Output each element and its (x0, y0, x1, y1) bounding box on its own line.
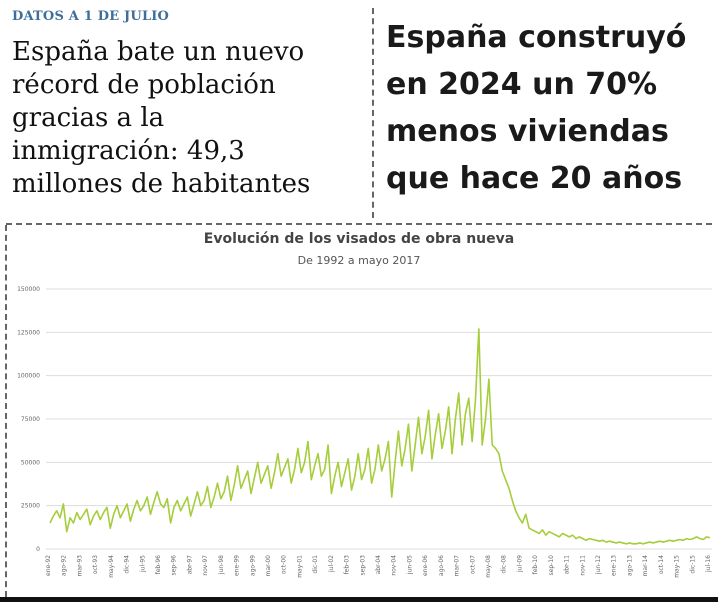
x-tick-label: abr-04 (375, 555, 382, 575)
x-tick-label: ene-92 (45, 555, 52, 576)
x-tick-label: mar-00 (265, 555, 272, 577)
x-tick-label: ago-99 (249, 555, 256, 576)
x-tick-label: ago-13 (626, 555, 633, 576)
x-tick-label: mar-93 (76, 555, 83, 577)
x-tick-label: sep-96 (171, 555, 178, 576)
x-tick-label: may-94 (108, 555, 115, 578)
y-tick-label: 50000 (21, 459, 40, 466)
left-headline-line: millones de habitantes (12, 169, 311, 199)
x-tick-label: may-08 (485, 555, 492, 578)
x-tick-label: jul-02 (328, 555, 335, 573)
x-tick-label: oct-14 (658, 555, 665, 574)
chart-subtitle: De 1992 a mayo 2017 (297, 254, 421, 267)
y-tick-label: 100000 (17, 373, 40, 380)
left-headline-line: inmigración: 49,3 (12, 136, 245, 166)
left-headline-line: gracias a la (12, 103, 165, 133)
y-tick-label: 75000 (21, 416, 40, 423)
x-tick-label: dic-94 (124, 555, 131, 574)
x-tick-label: mar-07 (454, 555, 461, 577)
left-edge-divider (5, 225, 7, 597)
x-tick-label: oct-07 (469, 555, 476, 574)
right-headline-line: que hace 20 años (386, 161, 683, 196)
x-tick-label: feb-10 (532, 555, 539, 575)
x-tick-label: ene-13 (611, 555, 618, 576)
x-tick-label: jun-12 (595, 555, 602, 575)
x-tick-label: nov-04 (391, 555, 398, 576)
left-headline-line: España bate un nuevo (12, 37, 305, 67)
x-tick-label: sep-03 (359, 555, 366, 576)
x-tick-label: jul-95 (139, 555, 146, 573)
x-tick-label: oct-93 (92, 555, 99, 574)
left-article-headline: España bate un nuevo récord de población… (12, 36, 362, 201)
x-tick-label: oct-00 (281, 555, 288, 574)
left-article-eyebrow: DATOS A 1 DE JULIO (12, 9, 170, 24)
right-article-headline: España construyó en 2024 un 70% menos vi… (386, 14, 712, 202)
y-tick-label: 0 (36, 546, 40, 553)
x-tick-label: ene-99 (234, 555, 241, 576)
x-tick-label: nov-11 (579, 555, 586, 576)
bottom-bar (0, 597, 718, 602)
x-tick-label: mar-14 (642, 555, 649, 577)
x-tick-label: jun-98 (218, 555, 225, 575)
x-tick-label: ago-92 (61, 555, 68, 576)
right-headline-line: menos viviendas (386, 114, 669, 149)
horizontal-divider (6, 223, 712, 225)
right-headline-line: en 2024 un 70% (386, 67, 658, 102)
x-tick-label: may-15 (674, 555, 681, 578)
left-headline-line: récord de población (12, 70, 276, 100)
line-chart: 0 25000 50000 75000 100000 125000 150000 ene-92… (17, 286, 712, 578)
right-headline-line: España construyó (386, 20, 687, 55)
x-tick-label: jun-05 (406, 555, 413, 575)
x-tick-label: dic-01 (312, 555, 319, 574)
x-tick-label: dic-08 (501, 555, 508, 574)
x-tick-label: jul-16 (705, 555, 712, 573)
x-tick-label: nov-97 (202, 555, 209, 576)
chart-title: Evolución de los visados de obra nueva (203, 231, 515, 247)
y-tick-label: 125000 (17, 329, 40, 336)
x-tick-label: sep-10 (548, 555, 555, 576)
x-tick-label: abr-97 (186, 555, 193, 575)
x-tick-label: ago-06 (438, 555, 445, 576)
x-tick-label: ene-06 (422, 555, 429, 576)
vertical-divider (372, 8, 374, 218)
x-tick-label: jul-09 (516, 555, 523, 573)
x-tick-label: feb-96 (155, 555, 162, 575)
y-tick-label: 150000 (17, 286, 40, 293)
y-tick-label: 25000 (21, 503, 40, 510)
x-tick-label: may-01 (296, 555, 303, 578)
x-tick-label: dic-15 (689, 555, 696, 574)
series-line (49, 328, 711, 545)
x-tick-label: abr-11 (564, 555, 571, 575)
x-tick-label: feb-03 (344, 555, 351, 575)
